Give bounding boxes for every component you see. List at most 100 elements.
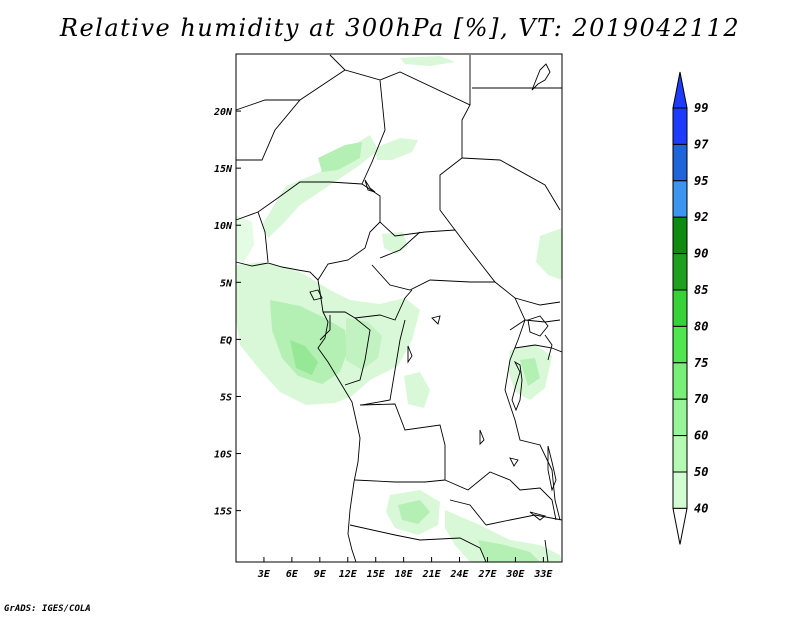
colorbar-label: 85 [694,283,708,297]
humidity-area [375,138,418,160]
humidity-area [520,358,540,386]
lon-tick-label: 21E [422,569,442,580]
border [349,524,487,563]
colorbar-swatch [672,435,688,473]
border [344,317,371,386]
colorbar-swatch [672,325,688,364]
colorbar-label: 80 [694,319,708,333]
border [359,403,557,521]
coastline [235,261,361,563]
lake [407,345,413,364]
lon-tick-label: 12E [339,569,358,580]
lon-tick-label: 15E [367,569,386,580]
lat-tick-label: 15N [214,164,233,175]
humidity-area [398,500,430,524]
humidity-area [400,56,455,66]
border [485,514,563,526]
border [235,181,381,222]
border [514,344,563,353]
border [257,211,269,263]
lat-tick-label: 5N [220,278,233,289]
lat-tick-label: 15S [214,507,232,518]
border [544,334,553,361]
lake [547,445,557,492]
colorbar-label: 92 [694,210,708,224]
border [379,71,471,231]
country-borders [235,54,563,563]
lon-tick-label: 3E [257,569,271,580]
map-title: Relative humidity at 300hPa [%], VT: 201… [59,14,741,42]
humidity-area [236,215,254,262]
lon-tick-label: 18E [395,569,414,580]
border [235,99,300,111]
colorbar-swatch [672,471,688,509]
colorbar-label: 97 [694,137,709,151]
colorbar-top-arrow [672,71,688,109]
colorbar-swatch [672,143,688,182]
lake [511,360,523,412]
colorbar: 99 97 95 92 90 85 80 75 70 60 50 40 [672,71,709,545]
border [323,289,413,321]
humidity-area [478,540,540,562]
colorbar-label: 60 [694,429,708,443]
lake [531,63,551,91]
lon-tick-label: 27E [477,569,497,580]
border [329,54,346,71]
lake [509,457,519,467]
lake [309,289,323,301]
border [371,264,495,291]
lat-tick-label: 20N [213,107,233,118]
humidity-area [290,340,318,375]
colorbar-label: 95 [694,174,708,188]
lat-tick-label: 10S [214,450,232,461]
border [379,231,421,259]
humidity-area [318,142,362,172]
border [236,69,386,185]
lon-tick-label: 33E [533,569,553,580]
border [354,479,446,483]
border [544,539,549,563]
lon-tick-label: 24E [450,569,470,580]
colorbar-label: 50 [694,465,708,479]
humidity-shading [236,56,562,562]
colorbar-label: 70 [694,392,708,406]
lon-tick-label: 6E [286,569,299,580]
border [361,319,406,406]
colorbar-swatch [672,289,688,327]
colorbar-label: 40 [694,501,708,515]
lon-tick-label: 30E [505,569,525,580]
humidity-area [404,372,430,408]
border [461,157,561,211]
lat-tick-label: EQ [220,335,232,346]
lake [431,315,441,325]
lake [479,429,485,446]
humidity-area [382,232,408,254]
border [317,221,381,281]
colorbar-swatch [672,107,688,145]
lake [529,511,546,521]
humidity-area [536,228,562,280]
humidity-area [346,318,382,370]
border [319,315,331,341]
lat-tick-label: 5S [220,392,232,403]
colorbar-swatch [672,180,688,218]
credit-text: GrADS: IGES/COLA [4,604,91,614]
lat-tick-label: 10N [214,221,233,232]
colorbar-swatch [672,398,688,437]
border [449,499,487,526]
colorbar-label: 90 [694,247,708,261]
colorbar-swatch [672,216,688,255]
map-frame [235,53,563,563]
lake [527,315,549,337]
colorbar-bottom-arrow [672,507,688,545]
lake [364,179,376,193]
border [504,297,561,521]
map-axes: 3E 6E 9E 12E 15E 18E 21E 24E 27E 30E 33E 20N 15N 10N 5… [213,107,553,580]
border [509,319,561,331]
colorbar-swatch [672,362,688,400]
colorbar-label: 75 [694,356,708,370]
colorbar-label: 99 [694,101,708,115]
humidity-area [445,510,562,562]
